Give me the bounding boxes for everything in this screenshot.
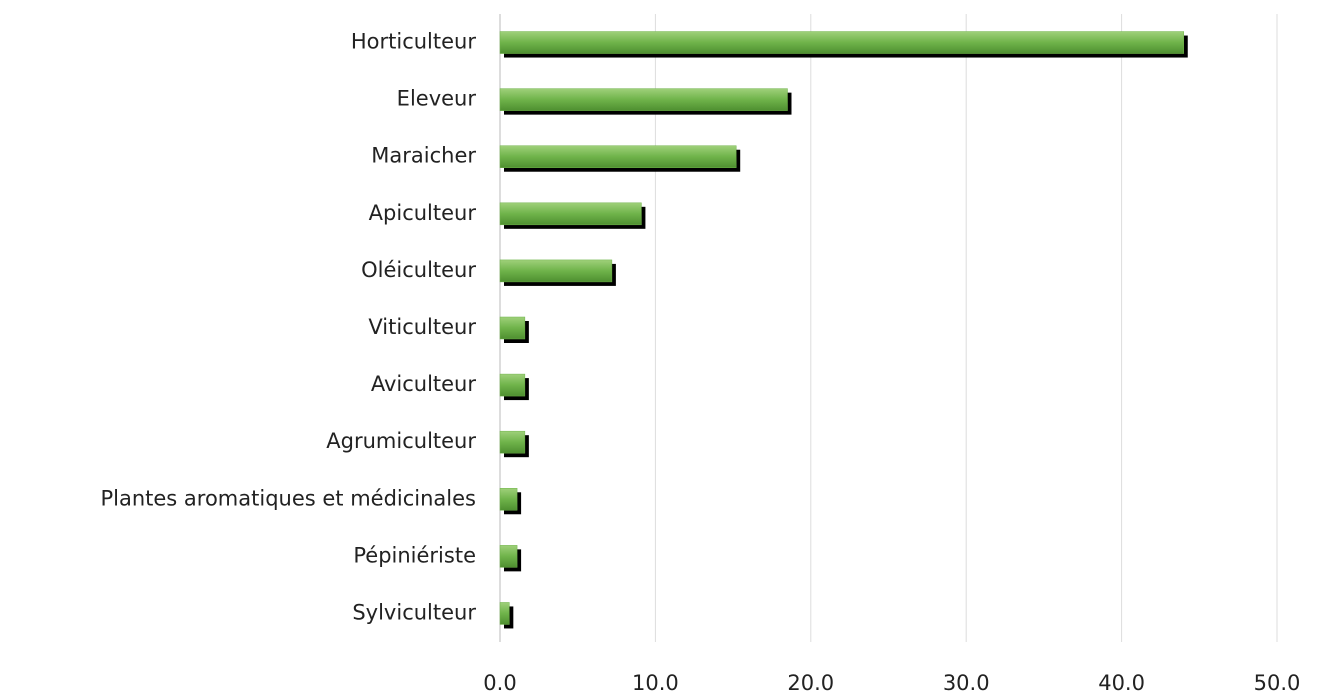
bar — [499, 545, 518, 568]
y-tick-label: Pépiniériste — [353, 543, 476, 567]
bar — [499, 31, 1185, 54]
bar — [499, 88, 788, 111]
x-tick-label: 0.0 — [483, 671, 516, 695]
y-tick-label: Maraicher — [371, 144, 476, 168]
y-tick-label: Aviculteur — [371, 372, 477, 396]
x-tick-label: 20.0 — [787, 671, 834, 695]
bar — [499, 259, 613, 283]
y-tick-label: Plantes aromatiques et médicinales — [100, 486, 476, 510]
bar — [499, 602, 510, 625]
bar — [499, 145, 737, 168]
y-tick-label: Horticulteur — [351, 30, 476, 54]
y-tick-label: Sylviculteur — [352, 600, 476, 624]
x-tick-label: 10.0 — [632, 671, 679, 695]
y-tick-label: Agrumiculteur — [326, 429, 476, 453]
y-tick-label: Oléiculteur — [361, 258, 476, 282]
x-tick-label: 30.0 — [943, 671, 990, 695]
bar — [499, 316, 526, 340]
bar — [499, 488, 518, 511]
bar — [499, 430, 526, 454]
x-tick-label: 40.0 — [1098, 671, 1145, 695]
bar — [499, 202, 642, 226]
y-tick-label: Viticulteur — [368, 315, 476, 339]
y-tick-label: Apiculteur — [369, 201, 477, 225]
y-tick-label: Eleveur — [397, 87, 477, 111]
x-tick-label: 50.0 — [1254, 671, 1301, 695]
bar — [499, 373, 526, 397]
